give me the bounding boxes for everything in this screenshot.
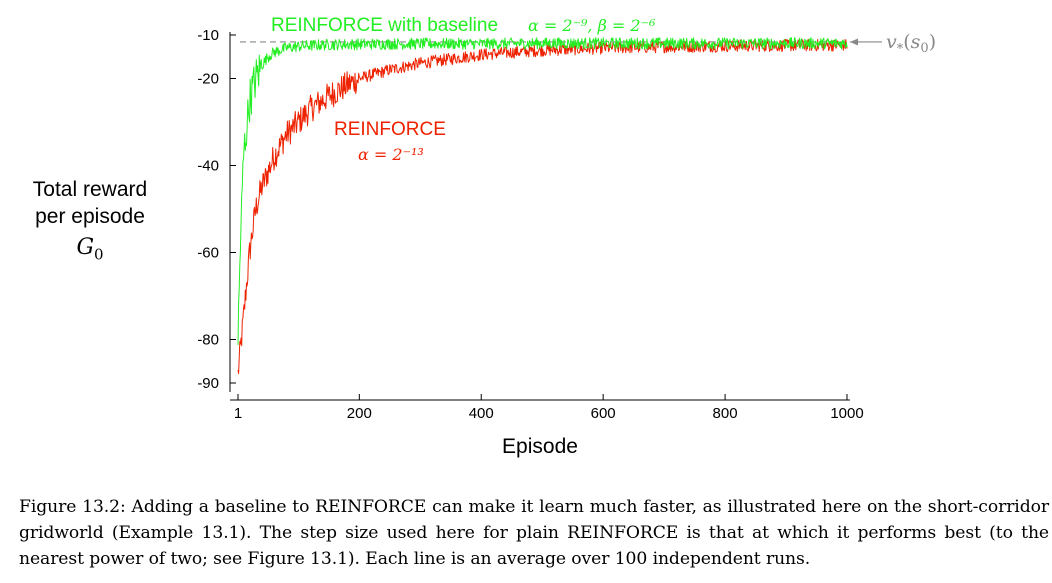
caption-text: Adding a baseline to REINFORCE can make … — [19, 497, 1049, 569]
x-tick-label: 1 — [234, 405, 242, 422]
series-label-reinforce: REINFORCE — [334, 119, 446, 140]
series-layer — [237, 37, 882, 374]
x-tick-label: 400 — [469, 405, 494, 422]
y-tick-label: -80 — [197, 332, 219, 349]
series-line-reinforce — [237, 38, 848, 374]
y-tick-label: -40 — [197, 158, 219, 175]
reference-line-label: v*(s0) — [886, 31, 936, 57]
chart: -10 -20 -40 -60 -80 -90 1 200 400 600 800 1000 Epis… — [197, 15, 936, 458]
figure-caption: Figure 13.2: Adding a baseline to REINFO… — [19, 494, 1049, 572]
labels-layer: Episode v*(s0) REINFORCE with baseline α = … — [271, 15, 936, 458]
series-annotation-baseline: α = 2⁻⁹, β = 2⁻⁶ — [528, 16, 656, 35]
y-axis-label-line2: per episode — [35, 205, 145, 228]
x-tick-label: 200 — [347, 405, 372, 422]
reference-label-part: s — [911, 31, 921, 53]
y-tick-label: -20 — [197, 71, 219, 88]
y-tick-label: -90 — [197, 375, 219, 392]
series-annotation-reinforce: α = 2⁻¹³ — [358, 145, 424, 164]
y-axis-symbol-main: G — [76, 235, 95, 260]
ticks: -10 -20 -40 -60 -80 -90 1 200 400 600 800 1000 — [197, 27, 863, 422]
reference-label-part: ) — [929, 31, 936, 53]
y-axis-symbol: G0 — [0, 235, 180, 267]
x-axis-label: Episode — [502, 435, 578, 458]
caption-prefix: Figure 13.2: — [19, 497, 126, 517]
reference-arrow-head — [850, 38, 858, 46]
x-tick-label: 1000 — [830, 405, 863, 422]
series-label-baseline: REINFORCE with baseline — [271, 15, 498, 36]
reference-label-part: * — [897, 42, 904, 57]
x-tick-label: 800 — [713, 405, 738, 422]
series-line-baseline — [237, 37, 848, 346]
reference-label-part: 0 — [920, 41, 928, 56]
y-axis-symbol-sub: 0 — [94, 245, 104, 264]
y-tick-label: -10 — [197, 27, 219, 44]
reference-label-part: v — [886, 31, 897, 53]
axes — [229, 32, 850, 401]
x-tick-label: 600 — [591, 405, 616, 422]
reference-label-part: ( — [903, 31, 910, 53]
y-tick-label: -60 — [197, 245, 219, 262]
y-axis-label-line1: Total reward — [32, 178, 148, 201]
